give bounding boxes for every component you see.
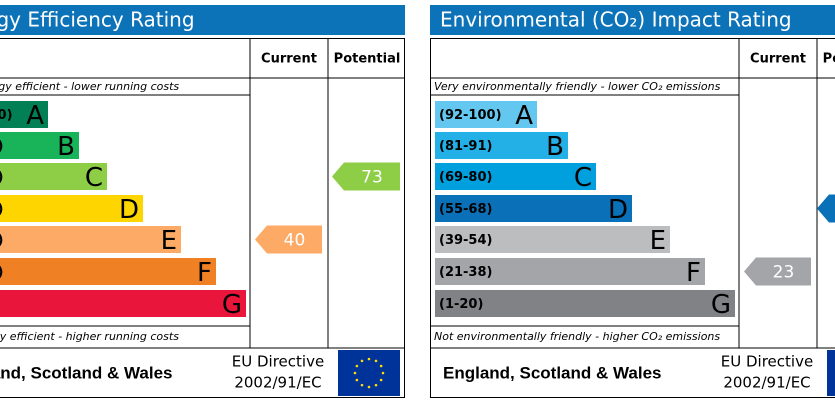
- eu-star: [360, 359, 364, 363]
- eu-star: [367, 357, 371, 361]
- rating-band: [0, 226, 181, 253]
- potential-rating: [332, 162, 400, 191]
- potential-rating: [817, 194, 835, 223]
- bottom-note: Not energy efficient - higher running co…: [0, 330, 179, 343]
- rating-band: [435, 195, 632, 222]
- rating-band: [0, 290, 246, 317]
- band-letter: B: [57, 132, 75, 162]
- rating-band: [435, 132, 568, 159]
- band-range: (21-38): [0, 265, 3, 280]
- band-letter: F: [197, 258, 212, 288]
- current-header: Current: [261, 52, 317, 67]
- eu-flag: [827, 350, 835, 396]
- eu-star: [379, 378, 383, 382]
- directive-line: EU Directive: [232, 353, 324, 371]
- eu-star: [353, 371, 357, 375]
- rating-band: [0, 258, 216, 285]
- directive-line: 2002/91/EC: [234, 374, 321, 392]
- eu-star: [374, 359, 378, 363]
- eu-star: [367, 385, 371, 389]
- band-letter: G: [711, 290, 731, 320]
- band-letter: E: [161, 226, 177, 256]
- band-letter: F: [686, 258, 701, 288]
- band-range: (81-91): [0, 139, 3, 154]
- band-range: (69-80): [439, 170, 492, 185]
- directive-line: 2002/91/EC: [723, 374, 810, 392]
- potential-header: Potential: [334, 52, 401, 67]
- band-range: (69-80): [0, 170, 3, 185]
- band-letter: C: [85, 163, 103, 193]
- eu-star: [374, 383, 378, 387]
- top-note: Very energy efficient - lower running co…: [0, 80, 179, 93]
- band-letter: G: [222, 290, 242, 320]
- band-range: (55-68): [439, 202, 492, 217]
- current-header: Current: [750, 52, 806, 67]
- title-bar: [430, 5, 835, 35]
- band-range: (21-38): [439, 265, 492, 280]
- band-letter: C: [574, 163, 592, 193]
- top-note: Very environmentally friendly - lower CO…: [434, 80, 721, 93]
- rating-band: [435, 290, 735, 317]
- rating-panel: Environmental (CO₂) Impact Rating Current…: [430, 5, 835, 398]
- band-letter: B: [546, 132, 564, 162]
- eu-star: [360, 383, 364, 387]
- panel-title: Energy Efficiency Rating: [0, 8, 195, 32]
- current-rating: [255, 225, 322, 254]
- eu-star: [381, 371, 385, 375]
- rating-band: [0, 101, 48, 128]
- band-range: (55-68): [0, 202, 3, 217]
- rating-band: [0, 195, 143, 222]
- band-range: (39-54): [439, 233, 492, 248]
- footer-region: England, Scotland & Wales: [443, 363, 662, 382]
- eu-star: [355, 364, 359, 368]
- current-rating-value: 40: [284, 231, 306, 251]
- band-letter: A: [26, 101, 44, 131]
- rating-band: [435, 258, 705, 285]
- potential-header: Potential: [823, 52, 835, 67]
- band-letter: E: [650, 226, 666, 256]
- band-range: (81-91): [439, 139, 492, 154]
- band-range: (92-100): [439, 108, 502, 123]
- bottom-note: Not environmentally friendly - higher CO…: [434, 330, 720, 343]
- current-rating: [744, 257, 811, 286]
- eu-star: [355, 378, 359, 382]
- title-bar: [0, 5, 405, 35]
- directive-line: EU Directive: [721, 353, 813, 371]
- potential-rating-value: 73: [361, 168, 383, 188]
- panel-title: Environmental (CO₂) Impact Rating: [440, 8, 792, 32]
- band-range: (1-20): [439, 297, 483, 312]
- current-rating-value: 23: [773, 263, 795, 283]
- rating-band: [0, 132, 79, 159]
- eu-flag: [338, 350, 400, 396]
- eu-star: [379, 364, 383, 368]
- band-range: (39-54): [0, 233, 3, 248]
- band-letter: D: [119, 195, 139, 225]
- band-letter: D: [608, 195, 628, 225]
- rating-band: [435, 226, 670, 253]
- rating-panel: Energy Efficiency Rating Current Potential…: [0, 5, 405, 398]
- band-letter: A: [515, 101, 533, 131]
- rating-band: [0, 163, 107, 190]
- rating-band: [435, 101, 537, 128]
- rating-band: [435, 163, 596, 190]
- band-range: (92-100): [0, 108, 13, 123]
- footer-region: England, Scotland & Wales: [0, 363, 173, 382]
